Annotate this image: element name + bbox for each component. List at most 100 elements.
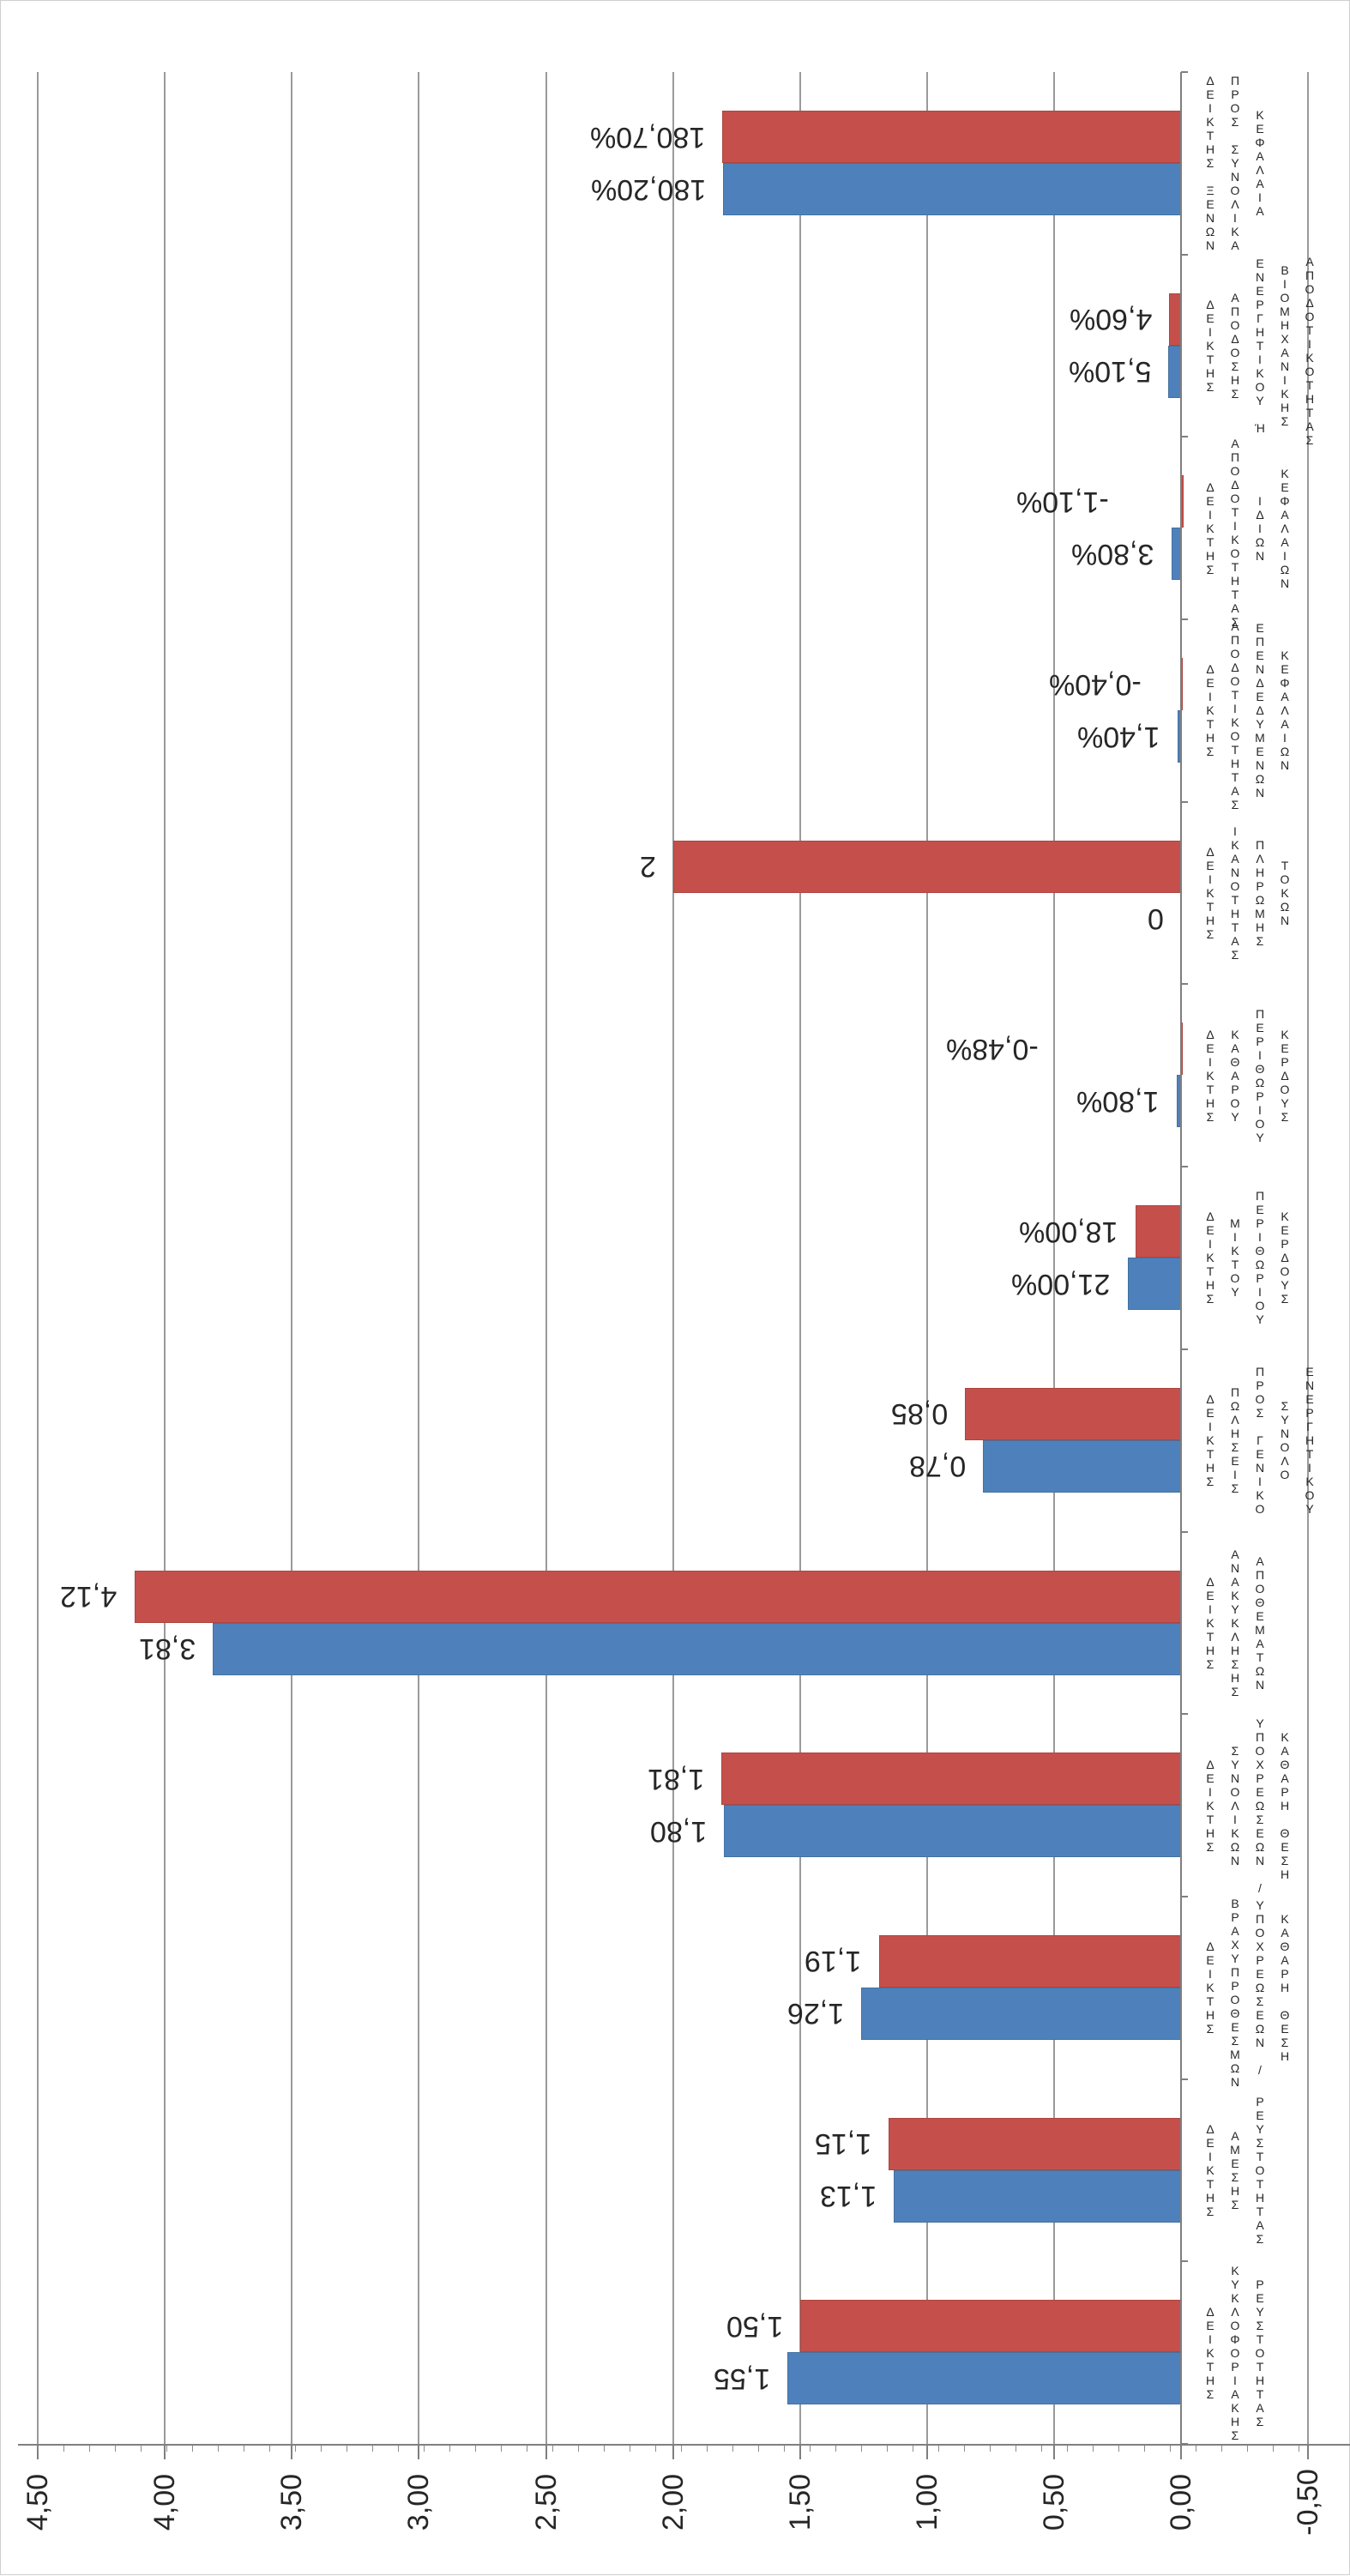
value-axis-tick-label: 4,00 — [148, 2473, 182, 2531]
category-axis-tick — [1181, 1530, 1188, 1533]
value-axis-tick-label: 0,50 — [1037, 2473, 1070, 2531]
value-axis-tick-label: -0,50 — [1292, 2469, 1325, 2536]
category-axis-tick — [1181, 1895, 1188, 1897]
bar-red-2011-series — [721, 111, 1181, 163]
gridline — [164, 72, 166, 2444]
category-axis-tick — [1181, 1166, 1188, 1168]
value-axis-major-tick — [672, 2444, 674, 2459]
data-label: 1,80% — [1076, 1084, 1160, 1118]
gridline — [925, 72, 928, 2444]
gridline — [418, 72, 420, 2444]
category-label: ΔΕΙΚΤΗΣ ΑΠΟΔΟΤΙΚΟΤΗΤΑΣ ΙΔΙΩΝ ΚΕΦΑΛΑΙΩΝ — [1203, 437, 1292, 630]
category-label: ΔΕΙΚΤΗΣ ΑΠΟΔΟΣΗΣ ΕΝΕΡΓΗΤΙΚΟΥ Ή ΒΙΟΜΗΧΑΝΙ… — [1203, 254, 1317, 447]
value-axis-line — [18, 2444, 1350, 2446]
data-label: 4,12 — [60, 1580, 118, 1614]
bar-blue-2010-series — [723, 163, 1181, 215]
bar-blue-2010-series — [1167, 345, 1181, 398]
category-label: ΔΕΙΚΤΗΣ ΣΥΝΟΛΙΚΩΝ ΥΠΟΧΡΕΩΣΕΩΝ / ΚΑΘΑΡΗ Θ… — [1203, 1716, 1292, 1895]
category-axis-tick — [1181, 983, 1188, 986]
data-label: 1,15 — [815, 2127, 872, 2161]
category-axis-tick — [1181, 1348, 1188, 1350]
category-axis-tick — [1181, 2443, 1188, 2445]
bar-red-2011-series — [965, 1387, 1181, 1440]
data-label: 180,20% — [591, 172, 707, 206]
bar-red-2011-series — [1169, 293, 1181, 346]
data-label: 1,19 — [805, 1945, 862, 1978]
category-label: ΔΕΙΚΤΗΣ ΠΩΛΗΣΕΙΣ ΠΡΟΣ ΓΕΝΙΚΟ ΣΥΝΟΛΟ ΕΝΕΡ… — [1203, 1365, 1317, 1517]
value-axis-major-tick — [1180, 2444, 1182, 2459]
data-label: 0 — [1148, 902, 1164, 936]
category-axis-tick — [1181, 1713, 1188, 1716]
bar-red-2011-series — [672, 840, 1181, 893]
category-label: ΔΕΙΚΤΗΣ ΑΝΑΚΥΚΛΗΣΗΣ ΑΠΟΘΕΜΑΤΩΝ — [1203, 1547, 1267, 1698]
value-axis-major-tick — [418, 2444, 420, 2459]
data-label: -0,40% — [1049, 667, 1142, 701]
value-axis-tick-label: 0,00 — [1165, 2473, 1197, 2531]
category-label: ΔΕΙΚΤΗΣ ΙΚΑΝΟΤΗΤΑΣ ΠΛΗΡΩΜΗΣ ΤΟΚΩΝ — [1203, 824, 1292, 962]
bar-blue-2010-series — [213, 1622, 1181, 1675]
value-axis-major-tick — [545, 2444, 547, 2459]
value-axis-major-tick — [164, 2444, 166, 2459]
gridline — [291, 72, 293, 2444]
value-axis-minor-ticks — [38, 2446, 1309, 2452]
value-axis-tick-label: 2,00 — [656, 2473, 690, 2531]
bar-blue-2010-series — [786, 2352, 1181, 2405]
data-label: 4,60% — [1069, 303, 1153, 336]
value-axis-major-tick — [1307, 2444, 1310, 2459]
category-label: ΔΕΙΚΤΗΣ ΚΥΚΛΟΦΟΡΙΑΚΗΣ ΡΕΥΣΤΟΤΗΤΑΣ — [1203, 2263, 1267, 2442]
gridline — [799, 72, 801, 2444]
category-axis-line — [1180, 72, 1182, 2444]
bar-red-2011-series — [720, 1753, 1181, 1806]
category-label: ΔΕΙΚΤΗΣ ΒΡΑΧΥΠΡΟΘΕΣΜΩΝ ΥΠΟΧΡΕΩΣΕΩΝ / ΚΑΘ… — [1203, 1896, 1292, 2089]
value-axis-tick-label: 3,00 — [402, 2473, 436, 2531]
value-axis-major-tick — [925, 2444, 928, 2459]
data-label: 1,26 — [786, 1997, 844, 2030]
category-axis-tick — [1181, 71, 1188, 73]
category-axis-tick — [1181, 800, 1188, 803]
value-axis-tick-label: 2,50 — [529, 2473, 563, 2531]
data-label: 1,40% — [1077, 720, 1160, 753]
category-axis-tick — [1181, 253, 1188, 256]
gridline — [1052, 72, 1055, 2444]
bar-blue-2010-series — [1127, 1258, 1181, 1311]
category-axis-tick — [1181, 2260, 1188, 2263]
data-label: 1,13 — [820, 2180, 877, 2213]
data-label: 18,00% — [1019, 1215, 1118, 1248]
value-axis-tick-label: 3,50 — [275, 2473, 309, 2531]
value-axis-tick-label: 1,50 — [783, 2473, 817, 2531]
bar-blue-2010-series — [723, 1805, 1181, 1858]
bar-blue-2010-series — [982, 1439, 1181, 1493]
bar-red-2011-series — [878, 1934, 1181, 1988]
bar-red-2011-series — [799, 2300, 1181, 2353]
data-label: 2 — [639, 850, 656, 884]
category-label: ΔΕΙΚΤΗΣ ΑΜΕΣΗΣ ΡΕΥΣΤΟΤΗΤΑΣ — [1203, 2094, 1267, 2246]
gridline — [37, 72, 39, 2444]
category-label: ΔΕΙΚΤΗΣ ΑΠΟΔΟΤΙΚΟΤΗΤΑΣ ΕΠΕΝΔΕΔΥΜΕΝΩΝ ΚΕΦ… — [1203, 619, 1292, 812]
data-label: 1,81 — [647, 1762, 704, 1795]
value-axis-tick-label: 1,00 — [910, 2473, 943, 2531]
gridline — [1307, 72, 1310, 2444]
category-axis-tick — [1181, 618, 1188, 621]
data-label: 1,80 — [649, 1814, 707, 1848]
data-label: 180,70% — [589, 120, 705, 154]
data-label: 21,00% — [1011, 1267, 1111, 1300]
data-label: 3,81 — [139, 1632, 196, 1666]
value-axis-tick-label: 4,50 — [21, 2473, 55, 2531]
bar-blue-2010-series — [894, 2169, 1181, 2223]
value-axis-major-tick — [291, 2444, 293, 2459]
category-label: ΔΕΙΚΤΗΣ ΞΕΝΩΝ ΠΡΟΣ ΣΥΝΟΛΙΚΑ ΚΕΦΑΛΑΙΑ — [1203, 74, 1267, 253]
value-axis-major-tick — [37, 2444, 39, 2459]
gridline — [672, 72, 674, 2444]
bar-blue-2010-series — [860, 1987, 1181, 2040]
category-axis-tick — [1181, 2078, 1188, 2080]
data-label: 1,55 — [713, 2362, 770, 2395]
data-label: -0,48% — [946, 1032, 1039, 1065]
data-label: -1,10% — [1016, 485, 1109, 518]
value-axis-major-tick — [799, 2444, 801, 2459]
bar-red-2011-series — [889, 2117, 1181, 2170]
value-axis-major-tick — [1052, 2444, 1055, 2459]
bar-red-2011-series — [134, 1570, 1181, 1623]
category-axis-tick — [1181, 436, 1188, 438]
